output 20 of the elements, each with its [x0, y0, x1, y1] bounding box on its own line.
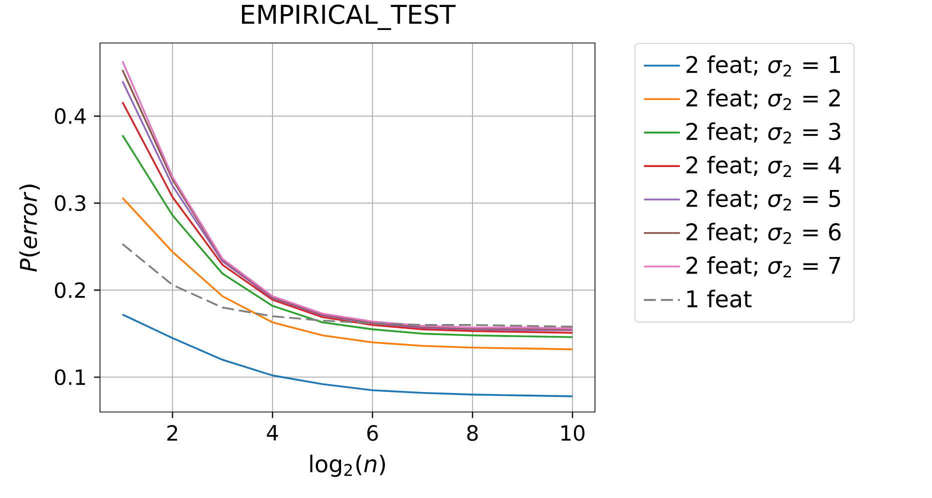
x-tick-label: 4: [266, 425, 278, 440]
x-axis-title: log$_{2}$(n): [310, 454, 385, 477]
y-tick-label: 0.2: [54, 282, 85, 298]
y-axis-title: P(error): [19, 184, 40, 272]
y-tick-label: 0.1: [54, 369, 85, 386]
x-tick-label: 10: [561, 425, 584, 441]
legend-label: 2 feat; σ$_{2}$ = 4: [686, 156, 841, 177]
legend-label: 2 feat; σ$_{2}$ = 3: [686, 122, 840, 144]
y-tick-label: 0.3: [54, 195, 86, 212]
x-tick-label: 8: [467, 425, 478, 441]
x-tick-label: 2: [167, 425, 178, 441]
legend-label: 2 feat; σ$_{2}$ = 7: [686, 256, 840, 278]
legend-label: 2 feat; σ$_{2}$ = 6: [686, 222, 841, 244]
legend-label: 1 feat: [687, 290, 752, 308]
chart-title: EMPIRICAL_TEST: [242, 4, 456, 30]
legend-label: 2 feat; σ$_{2}$ = 5: [686, 189, 840, 210]
x-tick-label: 6: [367, 425, 378, 441]
legend-label: 2 feat; σ$_{2}$ = 1: [686, 55, 840, 77]
legend-label: 2 feat; σ$_{2}$ = 2: [686, 88, 840, 110]
y-tick-label: 0.4: [54, 108, 86, 124]
